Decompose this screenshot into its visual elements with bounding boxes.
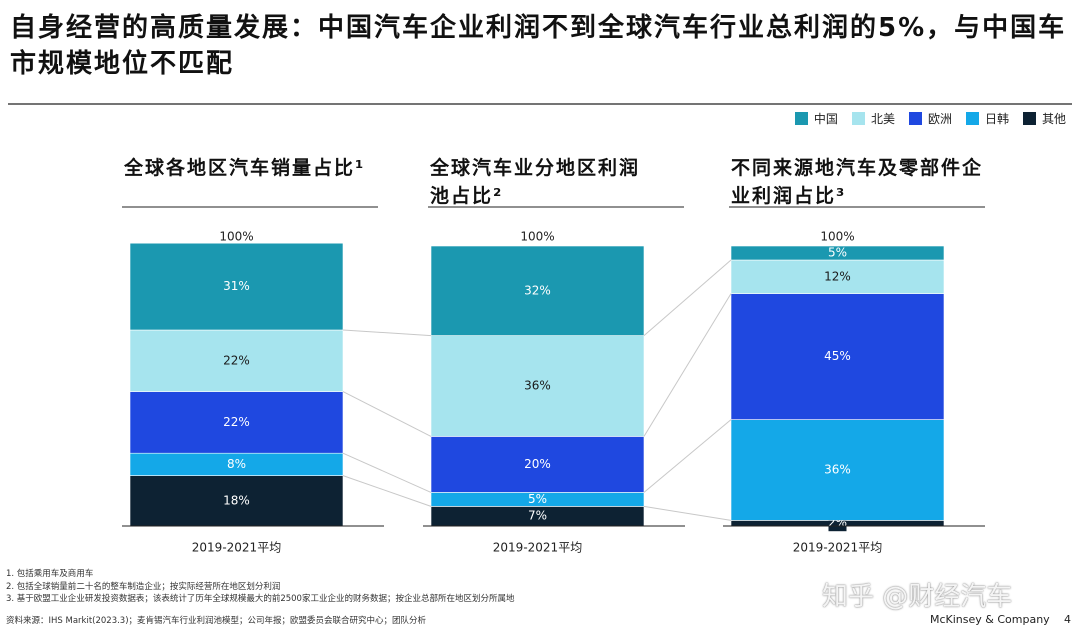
value-label: 22% [223, 415, 250, 429]
connector [342, 391, 432, 437]
footnote: 1. 包括乘用车及商用车 [6, 569, 94, 579]
connector [342, 329, 432, 337]
legend-item: 其他 [1022, 110, 1066, 127]
value-label: 36% [524, 379, 551, 393]
chart-title: 全球各地区汽车销量占比¹ [124, 157, 366, 179]
page-number: 4 [1064, 613, 1071, 626]
footnote: 3. 基于欧盟工业企业研发投资数据表；该表统计了历年全球规模最大的前2500家工… [6, 594, 515, 604]
footnotes: 1. 包括乘用车及商用车 2. 包括全球销量前二十名的整车制造企业；按实际经营所在… [6, 568, 514, 606]
brand: McKinsey & Company [930, 613, 1050, 626]
legend-item: 欧洲 [908, 110, 952, 127]
bar-segment [730, 293, 945, 420]
bar-segment [730, 259, 945, 294]
connector [342, 452, 432, 493]
bar-segment [129, 391, 344, 454]
x-tick-label: 2019-2021平均 [793, 541, 882, 555]
bar-segment [730, 245, 945, 261]
legend-label: 北美 [870, 112, 895, 126]
connector [643, 419, 732, 493]
legend-swatch [965, 112, 979, 125]
connector [643, 293, 732, 437]
x-tick-label: 2019-2021平均 [192, 541, 281, 555]
legend-item: 北美 [851, 110, 895, 127]
value-label: 5% [828, 246, 847, 260]
legend: 中国 北美 欧洲 日韩 其他 [794, 110, 1066, 127]
watermark: 知乎 @财经汽车 [822, 582, 1013, 612]
legend-swatch [851, 112, 865, 125]
slide-title: 自身经营的高质量发展：中国汽车企业利润不到全球汽车行业总利润的5%，与中国车市规… [10, 13, 1067, 79]
bar-segment [430, 436, 645, 493]
value-label: 18% [223, 493, 250, 507]
value-label: 45% [824, 349, 851, 363]
value-label: 22% [223, 353, 250, 367]
bar-segment [430, 335, 645, 437]
bar-segment [129, 475, 344, 527]
x-tick-label: 2019-2021平均 [493, 541, 582, 555]
connector [643, 505, 732, 521]
legend-label: 中国 [813, 112, 838, 126]
value-label: 31% [223, 279, 250, 293]
value-label: 32% [524, 283, 551, 297]
bar-segment [129, 242, 344, 331]
legend-swatch [908, 112, 922, 125]
bar-segment [430, 245, 645, 336]
total-label: 100% [219, 230, 253, 244]
footnote: 2. 包括全球销量前二十名的整车制造企业；按实际经营所在地区划分利润 [6, 581, 281, 592]
bar-segment [730, 419, 945, 521]
value-label: 12% [824, 269, 851, 283]
value-label: 20% [524, 457, 551, 471]
value-label: 7% [528, 509, 547, 523]
legend-label: 欧洲 [927, 112, 952, 126]
source: 资料来源：IHS Markit(2023.3)；麦肯锡汽车行业利润池模型；公司年… [6, 616, 427, 626]
legend-label: 日韩 [984, 112, 1009, 126]
legend-label: 其他 [1041, 112, 1066, 126]
legend-swatch [794, 112, 808, 125]
total-label: 100% [520, 230, 554, 244]
legend-item: 日韩 [965, 110, 1009, 127]
connector [342, 475, 432, 507]
chart-title: 不同来源地汽车及零部件企业利润占比³ [731, 157, 984, 207]
legend-swatch [1022, 112, 1036, 125]
total-label: 100% [820, 230, 854, 244]
value-label: 5% [528, 492, 547, 506]
value-label: 36% [824, 463, 851, 477]
chart-title: 全球汽车业分地区利润池占比² [430, 157, 641, 207]
legend-item: 中国 [794, 110, 838, 127]
connector [643, 259, 732, 336]
value-label: 8% [227, 457, 246, 471]
